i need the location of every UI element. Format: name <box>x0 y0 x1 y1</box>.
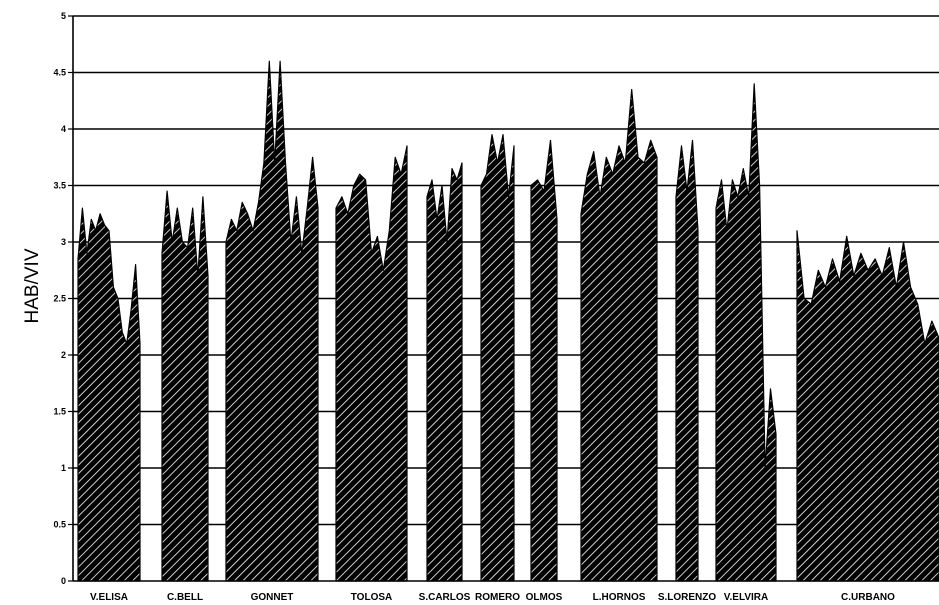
plot-areas <box>77 60 939 582</box>
axes <box>68 15 939 582</box>
tick-labels: 0 0.5 1 1.5 2 2.5 3 3.5 4 4.5 5 V.ELISA C.BELL GONNET… <box>53 11 895 603</box>
x-tick-label: L.HORNOS <box>593 592 646 603</box>
area-gonnet <box>225 60 319 582</box>
x-tick-label: GONNET <box>251 592 294 603</box>
y-tick-label: 4 <box>61 124 66 134</box>
area-c-bell <box>161 190 209 582</box>
y-tick-label: 5 <box>61 11 66 21</box>
area-v-elisa <box>77 207 141 582</box>
y-tick-label: 1.5 <box>53 407 66 417</box>
x-tick-label: ROMERO <box>475 592 520 603</box>
y-tick-label: 1 <box>61 463 66 473</box>
y-tick-label: 4.5 <box>53 68 66 78</box>
area-olmos <box>530 139 558 582</box>
y-tick-label: 2.5 <box>53 294 66 304</box>
y-tick-label: 2 <box>61 350 66 360</box>
area-tolosa <box>335 145 408 582</box>
y-tick-label: 3.5 <box>53 181 66 191</box>
x-tick-label: S.LORENZO <box>658 592 717 603</box>
area-c-urbano <box>796 230 939 582</box>
y-axis-label: HAB/VIV <box>22 248 43 323</box>
area-s-lorenzo <box>675 139 699 582</box>
area-l-hornos <box>580 88 658 582</box>
x-tick-label: V.ELISA <box>90 592 128 603</box>
y-tick-label: 0 <box>61 576 66 586</box>
x-tick-label: C.BELL <box>167 592 203 603</box>
x-tick-label: C.URBANO <box>841 592 895 603</box>
area-romero <box>480 134 515 582</box>
area-v-elvira <box>715 83 777 582</box>
x-tick-label: OLMOS <box>526 592 563 603</box>
y-tick-label: 3 <box>61 237 66 247</box>
y-tick-label: 0.5 <box>53 520 66 530</box>
x-tick-label: S.CARLOS <box>419 592 471 603</box>
x-tick-label: TOLOSA <box>351 592 392 603</box>
area-s-carlos <box>426 162 463 582</box>
x-tick-label: V.ELVIRA <box>724 592 768 603</box>
